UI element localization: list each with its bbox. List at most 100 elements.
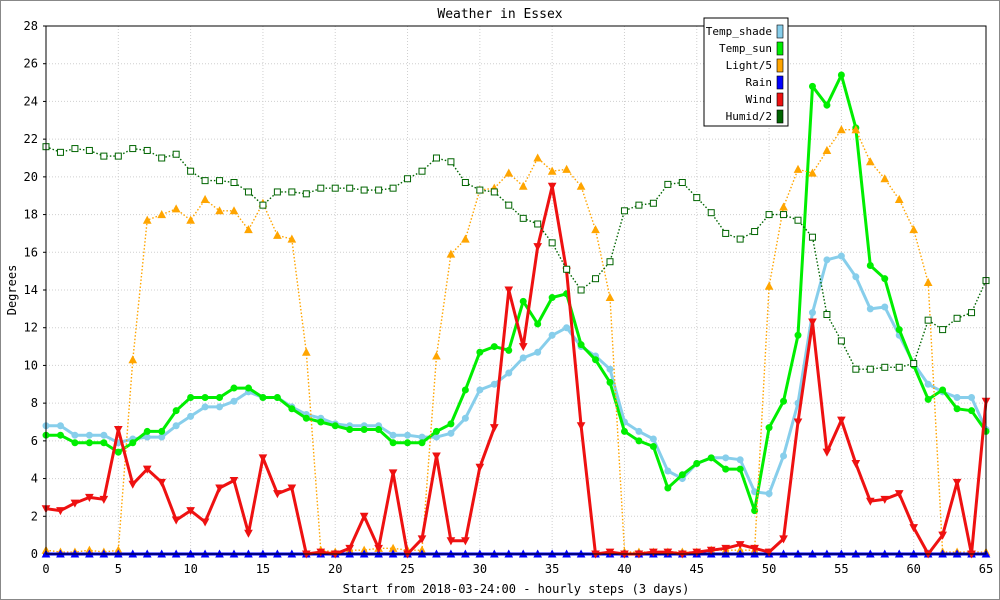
data-point [808, 82, 816, 90]
data-point [432, 427, 440, 435]
data-point [851, 125, 861, 134]
y-tick-label: 12 [24, 321, 38, 335]
data-point [85, 439, 93, 447]
data-point [157, 478, 167, 487]
data-point [968, 309, 976, 317]
y-tick-label: 18 [24, 208, 38, 222]
data-point [707, 209, 715, 217]
data-point [71, 439, 79, 447]
data-point [56, 431, 64, 439]
data-point [592, 275, 600, 283]
x-tick-label: 50 [762, 562, 776, 576]
data-point [316, 548, 326, 557]
data-point [172, 407, 180, 415]
data-point [447, 158, 455, 166]
data-point [649, 548, 658, 557]
data-point [735, 541, 745, 550]
data-point [563, 265, 571, 273]
data-point [678, 179, 686, 187]
legend-swatch [776, 92, 784, 107]
y-tick-label: 2 [31, 509, 38, 523]
data-point [143, 433, 151, 441]
data-point [360, 426, 368, 434]
series-temp-sun [42, 71, 990, 515]
data-point [461, 414, 469, 422]
legend-swatch [776, 109, 784, 124]
data-point [505, 346, 513, 354]
data-point [649, 435, 657, 443]
data-point [779, 202, 788, 211]
data-point [751, 228, 759, 236]
data-point [273, 188, 281, 196]
data-point [968, 393, 976, 401]
legend-swatch [776, 24, 784, 39]
data-point [722, 465, 730, 473]
data-point [447, 420, 455, 428]
data-point [171, 516, 181, 525]
legend-swatch [776, 41, 784, 56]
data-point [143, 146, 151, 154]
data-point [461, 234, 470, 243]
x-tick-label: 5 [115, 562, 122, 576]
data-point [866, 305, 874, 313]
data-point [678, 471, 686, 479]
data-point [114, 152, 122, 160]
data-point [244, 188, 252, 196]
y-tick-label: 24 [24, 94, 38, 108]
data-point [880, 174, 890, 183]
data-point [215, 484, 224, 493]
data-point [273, 393, 281, 401]
data-point [476, 386, 484, 394]
y-tick-label: 4 [31, 472, 38, 486]
data-point [244, 225, 253, 234]
data-point [200, 194, 210, 203]
data-point [548, 239, 556, 247]
data-point [852, 273, 860, 281]
data-point [895, 326, 903, 334]
data-point [823, 256, 831, 264]
data-point [576, 422, 586, 431]
data-point [216, 177, 224, 185]
data-point [404, 431, 412, 439]
data-point [317, 418, 325, 426]
data-point [722, 229, 730, 237]
data-point [302, 414, 310, 422]
data-point [519, 214, 527, 222]
series-wind [41, 182, 991, 559]
data-point [85, 431, 93, 439]
data-point [56, 422, 64, 430]
data-point [346, 426, 354, 434]
data-point [837, 416, 846, 425]
data-point [577, 341, 585, 349]
data-point [750, 544, 759, 553]
data-point [938, 531, 947, 540]
data-point [461, 537, 470, 546]
data-point [158, 427, 166, 435]
x-tick-label: 60 [906, 562, 920, 576]
y-tick-label: 16 [24, 245, 38, 259]
data-point [505, 369, 513, 377]
data-point [808, 318, 817, 327]
data-point [519, 297, 527, 305]
data-point [721, 544, 731, 553]
data-point [490, 343, 498, 351]
data-point [187, 167, 195, 175]
data-point [71, 145, 79, 153]
data-point [375, 186, 383, 194]
legend-swatch [776, 58, 784, 73]
data-point [866, 365, 874, 373]
data-point [664, 484, 672, 492]
data-point [302, 190, 310, 198]
data-point [518, 181, 528, 190]
data-point [881, 303, 889, 311]
data-point [780, 211, 788, 219]
y-tick-label: 28 [24, 19, 38, 33]
data-point [533, 243, 543, 252]
data-point [808, 309, 816, 317]
data-point [201, 403, 209, 411]
data-point [823, 311, 831, 319]
series-humid-2 [42, 143, 990, 373]
data-point [837, 71, 845, 79]
data-point [99, 495, 109, 504]
